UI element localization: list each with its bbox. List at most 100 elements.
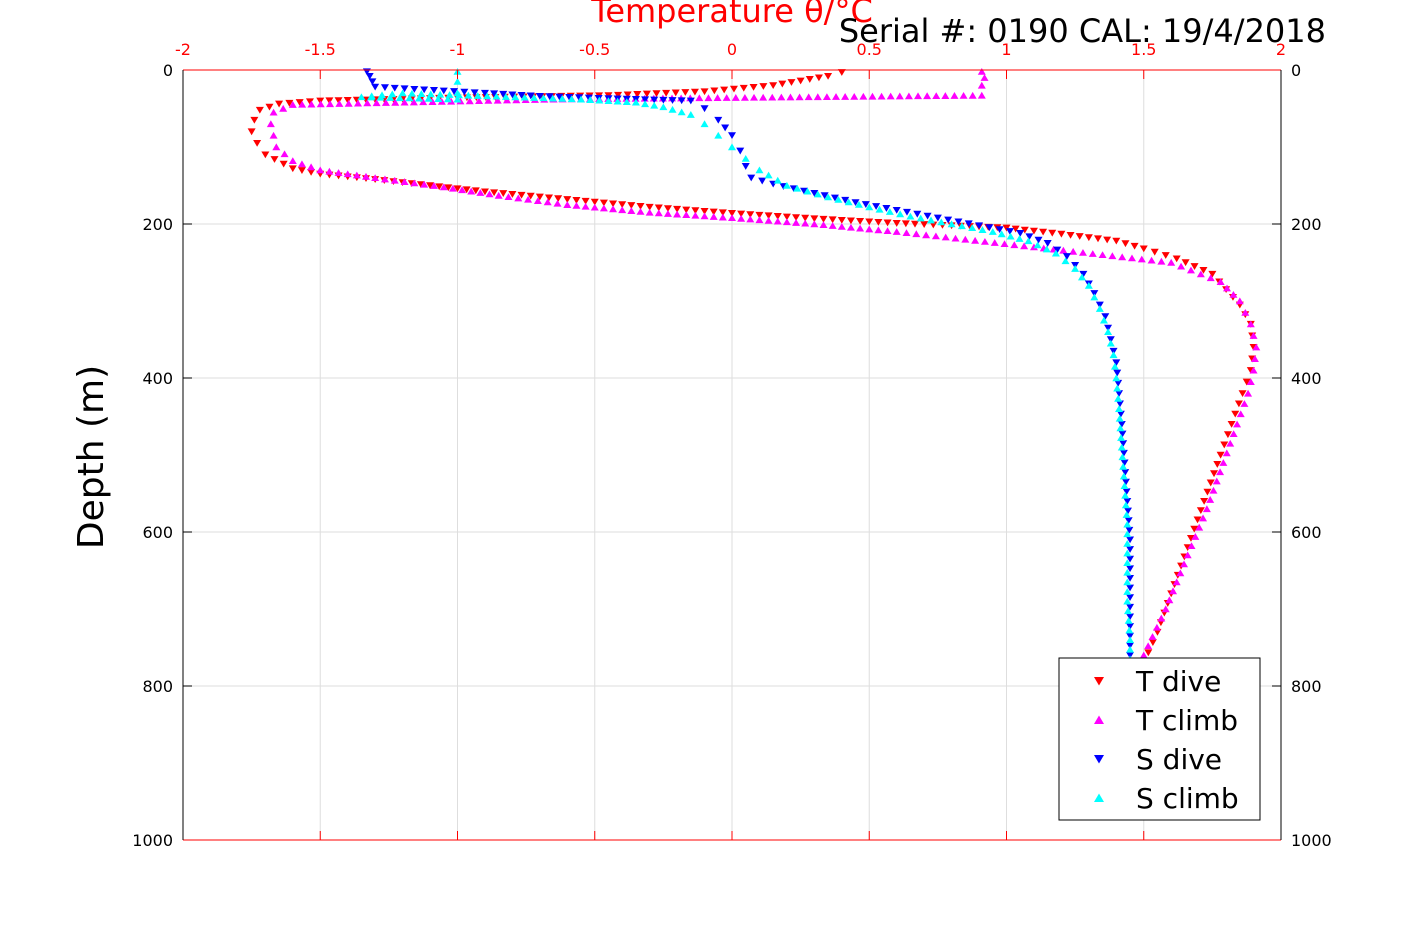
data-point [1095, 305, 1104, 312]
data-point [773, 217, 782, 225]
data-point [801, 219, 810, 227]
data-point [1115, 390, 1124, 397]
data-point [804, 93, 813, 101]
data-point [1117, 421, 1126, 428]
data-point [1242, 378, 1251, 386]
data-point [325, 97, 334, 105]
data-point [690, 88, 699, 96]
data-point [363, 99, 372, 107]
data-point [755, 216, 764, 224]
data-point [353, 99, 362, 107]
data-point [824, 72, 833, 80]
data-point [1123, 568, 1132, 576]
data-point [572, 197, 581, 204]
data-point [636, 203, 645, 210]
data-point [810, 190, 819, 197]
data-point [906, 212, 915, 220]
data-point [604, 97, 613, 104]
data-point [1000, 240, 1009, 247]
data-point [275, 100, 284, 108]
legend-marker [1094, 793, 1104, 802]
data-point [590, 198, 599, 206]
data-point [501, 93, 510, 100]
data-point [746, 215, 755, 223]
data-point [280, 150, 289, 158]
data-point [728, 132, 736, 140]
data-point [1079, 270, 1088, 278]
data-point [861, 201, 870, 208]
serial-annotation: Serial #: 0190 CAL: 19/4/2018 [839, 12, 1326, 50]
data-point [700, 105, 709, 113]
data-point [1206, 496, 1215, 503]
data-point [1048, 229, 1057, 237]
data-point [297, 160, 306, 168]
data-point [737, 214, 746, 222]
data-point [1126, 555, 1135, 563]
data-point [1039, 228, 1048, 236]
data-point [398, 89, 407, 97]
data-point [659, 96, 668, 104]
data-point [721, 124, 730, 132]
data-point [782, 213, 791, 221]
data-point [535, 193, 544, 201]
data-point [1144, 649, 1153, 657]
data-point [995, 226, 1004, 233]
data-point [722, 94, 731, 101]
data-point [961, 235, 970, 243]
x-tick-label: -1 [450, 40, 466, 59]
data-point [462, 186, 471, 194]
data-point [682, 211, 691, 219]
data-point [405, 94, 414, 102]
data-point [810, 215, 819, 223]
data-point [822, 93, 831, 101]
data-point [1126, 652, 1135, 659]
data-point [622, 98, 631, 106]
data-point [1122, 488, 1131, 496]
data-point [530, 94, 539, 101]
data-point [673, 205, 682, 213]
data-point [595, 96, 604, 104]
data-point [951, 234, 960, 242]
data-point [1088, 250, 1097, 257]
data-point [641, 96, 650, 104]
data-point [1157, 257, 1166, 265]
data-point [959, 91, 968, 99]
data-point [769, 82, 778, 89]
data-point [1121, 240, 1130, 248]
data-point [499, 190, 508, 197]
data-point [1069, 247, 1078, 255]
data-point [614, 91, 623, 99]
data-point [563, 196, 572, 203]
data-point [1126, 536, 1135, 544]
data-point [1125, 526, 1134, 534]
data-point [750, 93, 759, 101]
data-point [1191, 533, 1200, 540]
data-point [1193, 516, 1202, 524]
data-point [1246, 378, 1255, 386]
data-point [1150, 248, 1159, 256]
data-point [426, 90, 435, 98]
data-point [668, 97, 677, 104]
data-point [253, 139, 262, 147]
data-point [609, 200, 618, 208]
data-point [453, 77, 462, 85]
y-tick-label-left: 0 [163, 61, 173, 80]
data-point [409, 98, 418, 106]
data-point [968, 224, 977, 232]
data-point [1216, 451, 1225, 459]
data-point [709, 208, 718, 216]
data-point [1157, 614, 1166, 622]
legend-marker [1094, 677, 1104, 686]
data-point [737, 210, 746, 218]
data-point [365, 72, 374, 80]
data-point [801, 214, 810, 222]
data-point [558, 95, 567, 102]
data-point [856, 217, 865, 225]
data-point [923, 212, 932, 220]
data-point [957, 222, 966, 230]
data-point [1010, 241, 1019, 249]
data-point [499, 90, 508, 98]
data-point [352, 171, 361, 179]
